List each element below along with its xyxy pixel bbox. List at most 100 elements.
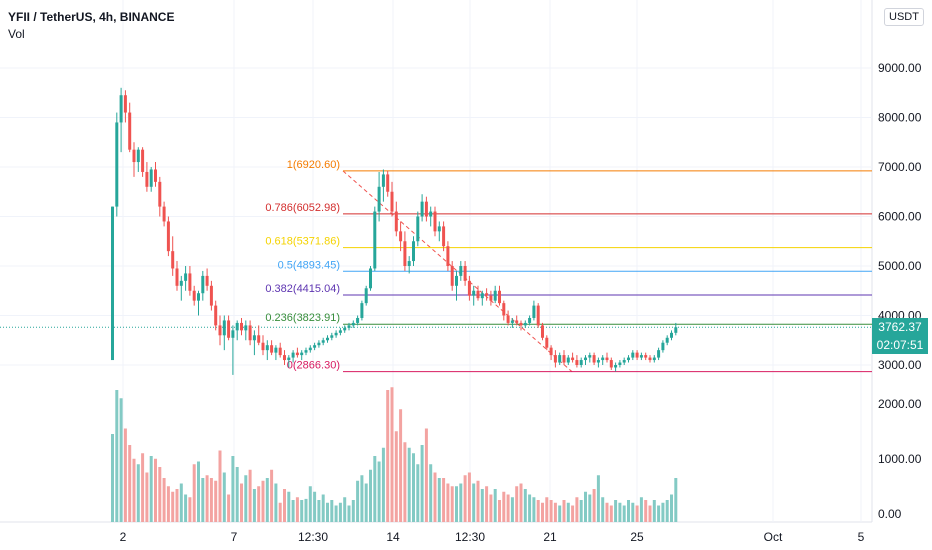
volume-bar [214, 480, 218, 522]
candle-body [166, 221, 170, 252]
price-tick-label: 5000.00 [878, 259, 922, 273]
candle-body [588, 355, 592, 358]
volume-bar [614, 500, 618, 522]
volume-bar [566, 502, 570, 522]
candle-body [188, 273, 192, 291]
price-tick-label: 3000.00 [878, 358, 922, 372]
candle-body [158, 181, 162, 207]
volume-bar [278, 502, 282, 522]
volume-bar [657, 505, 661, 522]
candle-body [360, 303, 364, 318]
candle-body [442, 226, 446, 247]
candle-body [119, 95, 123, 123]
volume-bar [480, 489, 484, 522]
candle-body [351, 322, 355, 326]
candle-body [201, 275, 205, 294]
fibonacci-level-label: 0.5(4893.45) [278, 259, 340, 271]
volume-bar [648, 505, 652, 522]
volume-bar [308, 486, 312, 522]
volume-bar [416, 464, 420, 522]
volume-bar [248, 469, 252, 522]
fibonacci-level-label: 1(6920.60) [287, 159, 340, 171]
candle-body [373, 211, 377, 269]
candle-body [399, 231, 403, 242]
volume-bar [588, 494, 592, 522]
candle-body [145, 171, 149, 187]
volume-bar [261, 480, 265, 522]
symbol-title: YFII / TetherUS, 4h, BINANCE [8, 10, 175, 24]
volume-bar [446, 483, 450, 522]
candle-body [584, 357, 587, 361]
candle-body [304, 350, 308, 353]
volume-bar [244, 475, 248, 522]
candle-body [665, 337, 669, 343]
candle-body [184, 273, 188, 281]
candle-body [407, 261, 411, 266]
volume-bar [291, 500, 295, 522]
volume-bar [528, 494, 532, 522]
volume-bar [596, 475, 600, 522]
candle-body [575, 360, 579, 365]
volume-bar [343, 497, 347, 522]
volume-bar [304, 498, 308, 522]
candle-body [558, 355, 562, 363]
candle-body [579, 360, 583, 365]
volume-bar [541, 502, 544, 522]
volume-bar [584, 491, 587, 522]
volume-bar [627, 500, 630, 522]
candle-body [536, 305, 540, 326]
candle-body [171, 251, 175, 269]
volume-bar [493, 489, 497, 522]
volume-bar [192, 464, 196, 522]
volume-bar [665, 500, 669, 522]
candle-body [136, 149, 140, 163]
volume-bar [562, 500, 566, 522]
candle-body [265, 345, 269, 351]
price-tick-label: 6000.00 [878, 210, 922, 224]
candle-body [313, 345, 317, 348]
volume-bar [386, 390, 390, 522]
candle-body [614, 365, 618, 368]
volume-bar [403, 442, 407, 522]
volume-bar [476, 480, 480, 522]
volume-bar [287, 491, 291, 522]
candle-body [197, 293, 200, 301]
candle-body [381, 174, 385, 187]
volume-bar [652, 500, 656, 522]
volume-bar [235, 467, 239, 522]
time-tick-label: 12:30 [298, 530, 328, 544]
candle-body [562, 355, 566, 363]
candle-body [549, 347, 553, 356]
candle-body [670, 332, 673, 338]
volume-bar [222, 472, 226, 522]
volume-bar [188, 497, 192, 522]
candle-body [240, 322, 243, 331]
volume-bar [502, 491, 506, 522]
volume-bar [592, 489, 596, 522]
volume-indicator-label[interactable]: Vol [8, 27, 25, 41]
volume-bar [351, 500, 355, 522]
candle-body [437, 226, 441, 232]
volume-bar [459, 483, 463, 522]
candle-body [528, 317, 532, 323]
candle-body [356, 317, 360, 323]
volume-bar [506, 494, 510, 522]
volume-bar [317, 500, 321, 522]
volume-bar [154, 458, 157, 522]
candle-body [154, 169, 157, 182]
candle-body [338, 330, 342, 333]
candle-body [235, 322, 239, 331]
volume-bar [240, 483, 243, 522]
candle-body [592, 355, 596, 363]
currency-badge[interactable]: USDT [884, 8, 924, 26]
candle-body [394, 211, 398, 232]
candle-body [231, 330, 235, 338]
candle-body [648, 357, 652, 361]
volume-bar [136, 464, 140, 522]
volume-bar [184, 494, 188, 522]
candle-body [450, 266, 454, 286]
candle-body [644, 355, 648, 358]
candle-body [476, 290, 480, 299]
volume-bar [377, 461, 381, 522]
